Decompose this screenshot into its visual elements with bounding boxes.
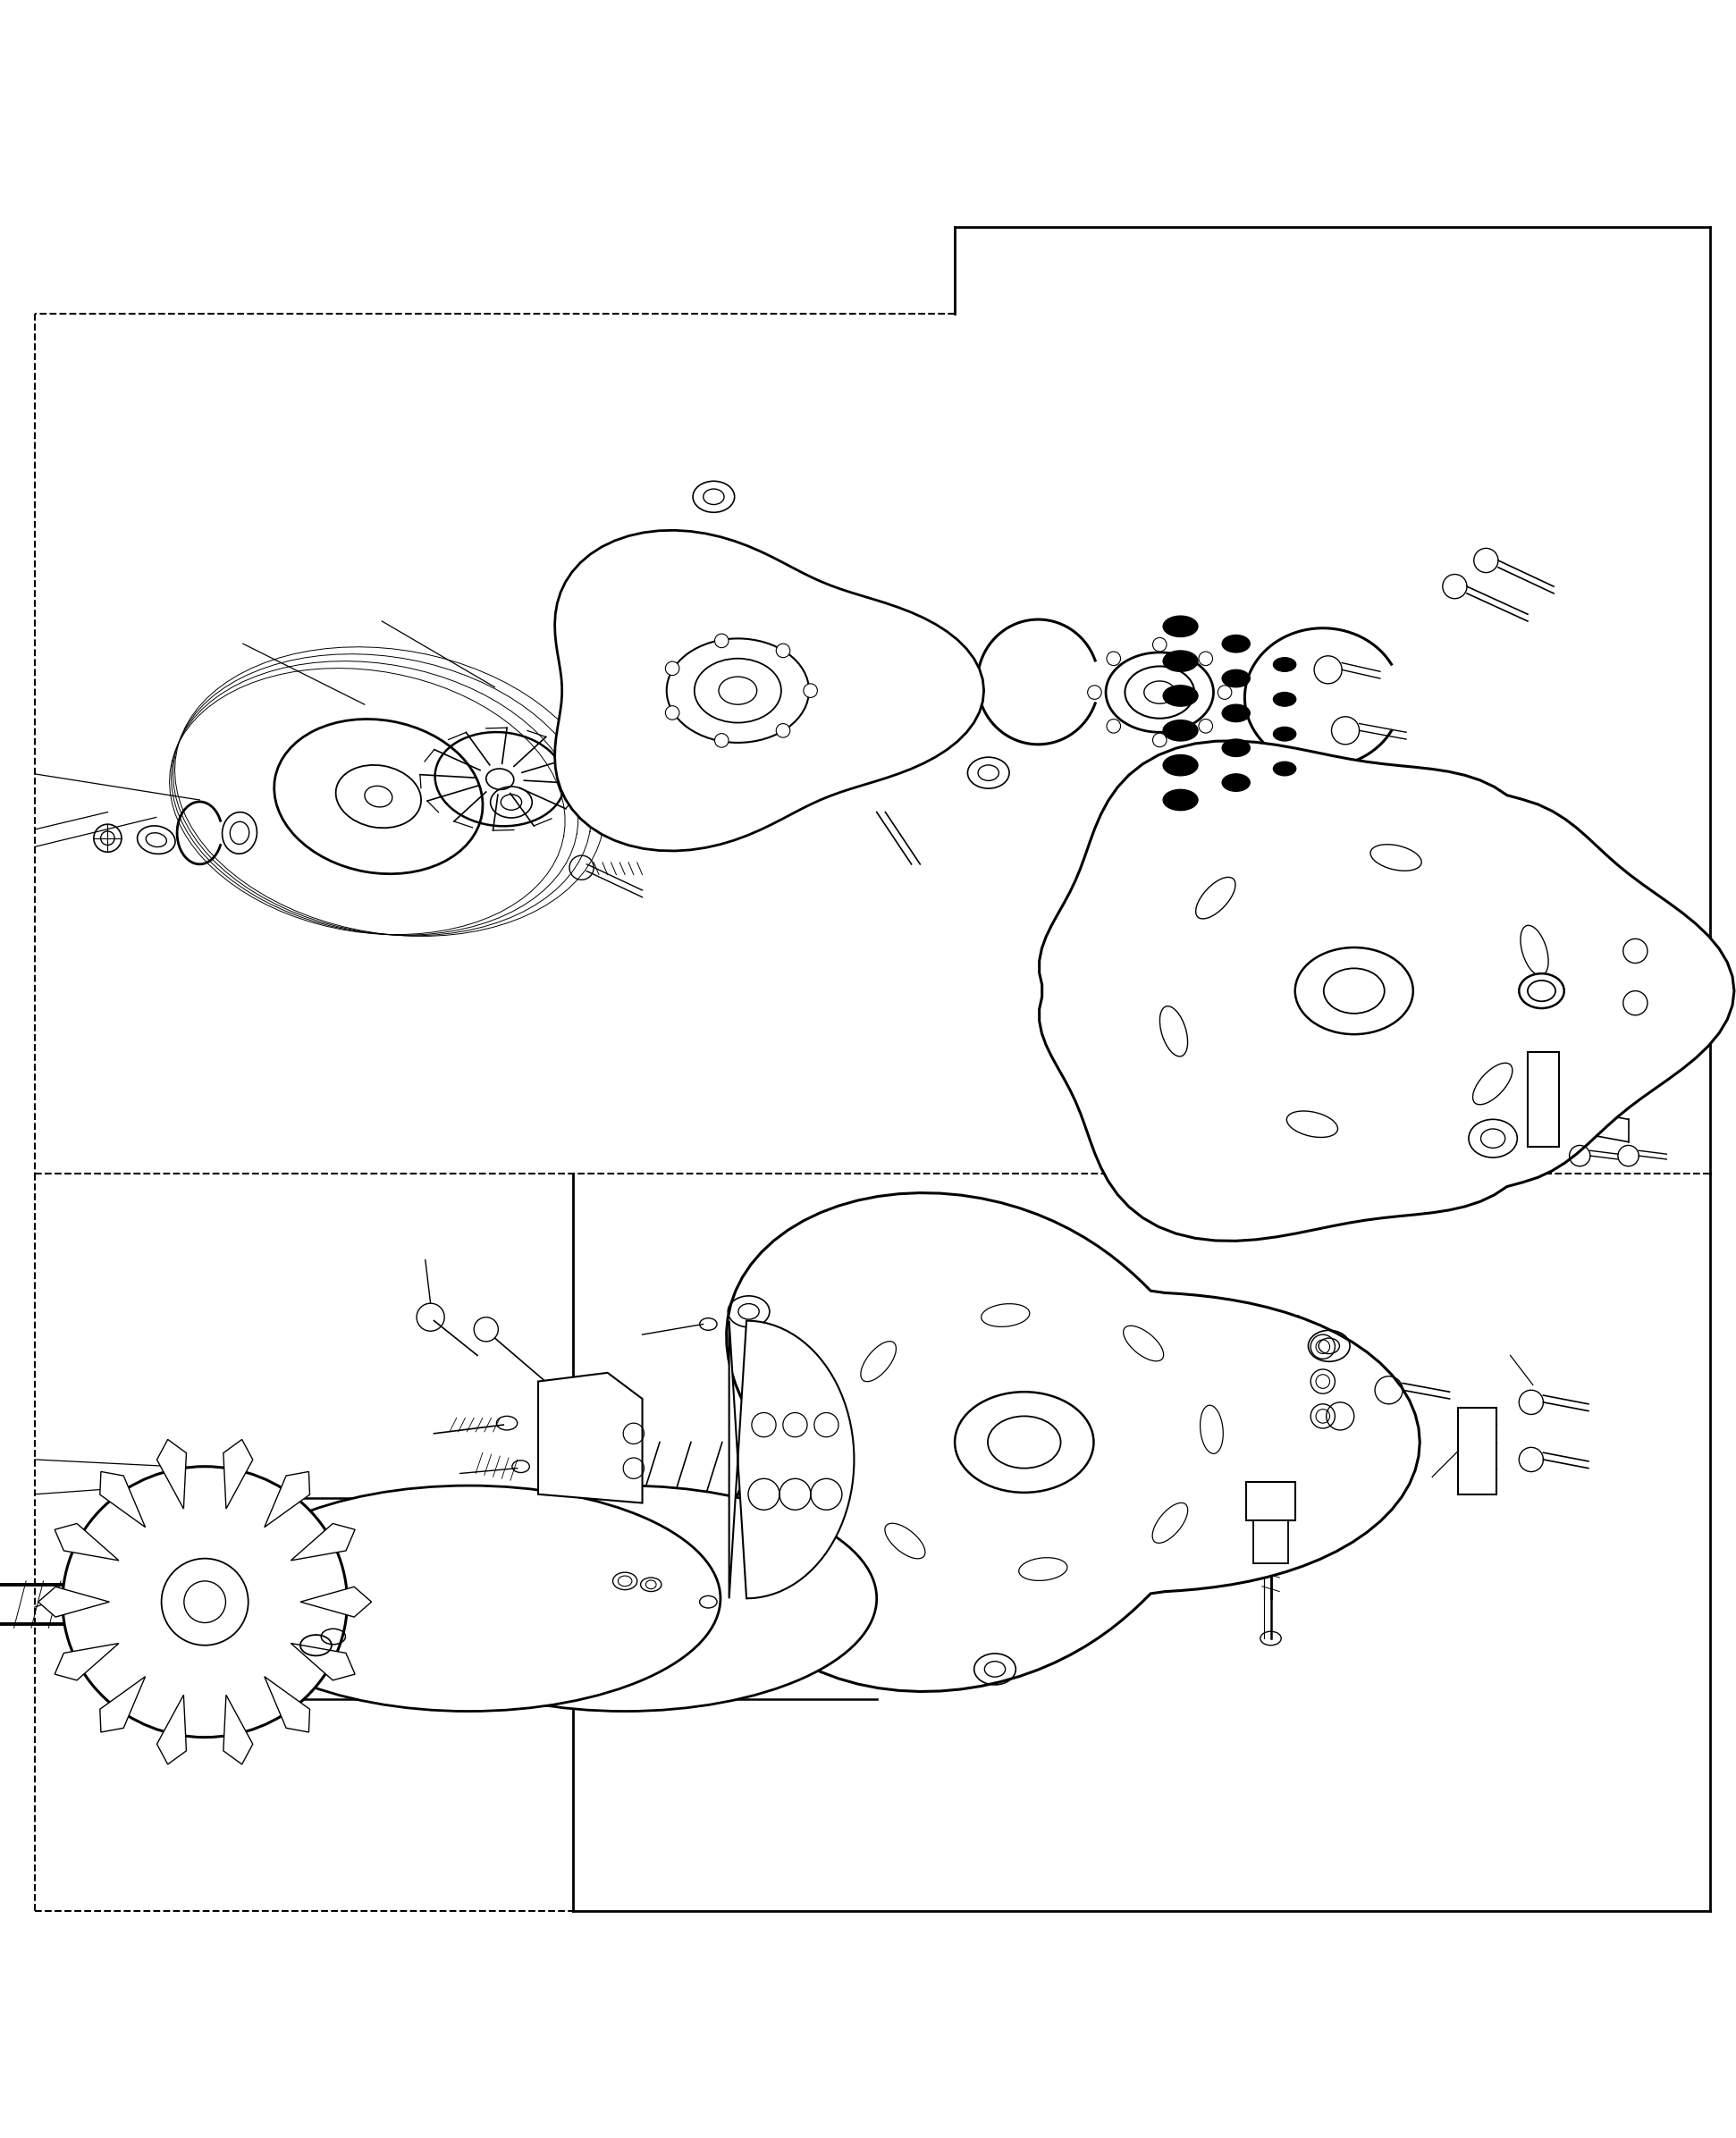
Polygon shape	[1040, 742, 1734, 1240]
Circle shape	[1200, 652, 1213, 665]
Polygon shape	[224, 1695, 253, 1764]
Ellipse shape	[1222, 635, 1250, 652]
Circle shape	[776, 644, 790, 659]
Polygon shape	[300, 1586, 372, 1616]
Circle shape	[804, 684, 818, 697]
Ellipse shape	[1163, 755, 1198, 776]
Ellipse shape	[373, 1486, 877, 1710]
Circle shape	[1153, 733, 1167, 746]
Polygon shape	[538, 1373, 642, 1503]
Circle shape	[715, 633, 729, 648]
Polygon shape	[156, 1439, 186, 1509]
Ellipse shape	[1274, 659, 1295, 671]
Ellipse shape	[1222, 706, 1250, 723]
Ellipse shape	[1163, 686, 1198, 706]
Circle shape	[715, 733, 729, 748]
Circle shape	[1106, 652, 1120, 665]
Polygon shape	[726, 1193, 1420, 1691]
Circle shape	[1087, 686, 1102, 699]
Polygon shape	[156, 1695, 186, 1764]
Ellipse shape	[1163, 721, 1198, 742]
Circle shape	[665, 706, 679, 721]
Bar	[1253, 1520, 1288, 1563]
Circle shape	[1153, 637, 1167, 652]
Bar	[1528, 1052, 1559, 1148]
Ellipse shape	[1274, 761, 1295, 776]
Circle shape	[1200, 718, 1213, 733]
Polygon shape	[224, 1439, 253, 1509]
Circle shape	[776, 723, 790, 738]
Circle shape	[1219, 686, 1233, 699]
Polygon shape	[101, 1471, 146, 1527]
Ellipse shape	[1222, 669, 1250, 686]
Ellipse shape	[217, 1486, 720, 1710]
Ellipse shape	[1163, 789, 1198, 810]
Polygon shape	[56, 1524, 118, 1561]
Polygon shape	[56, 1644, 118, 1680]
Ellipse shape	[1222, 740, 1250, 757]
Polygon shape	[101, 1676, 146, 1732]
Ellipse shape	[62, 1467, 347, 1738]
Polygon shape	[264, 1676, 309, 1732]
Polygon shape	[556, 530, 984, 851]
Circle shape	[665, 661, 679, 676]
Ellipse shape	[1274, 727, 1295, 742]
Polygon shape	[292, 1524, 354, 1561]
Circle shape	[1106, 718, 1120, 733]
Polygon shape	[264, 1471, 309, 1527]
Polygon shape	[292, 1644, 354, 1680]
Polygon shape	[729, 1321, 854, 1599]
Ellipse shape	[1519, 973, 1564, 1009]
Ellipse shape	[1274, 693, 1295, 706]
Bar	[1246, 1482, 1295, 1520]
Bar	[1458, 1407, 1496, 1494]
Polygon shape	[38, 1586, 109, 1616]
Ellipse shape	[1163, 616, 1198, 637]
Ellipse shape	[1163, 650, 1198, 671]
Ellipse shape	[1222, 774, 1250, 791]
